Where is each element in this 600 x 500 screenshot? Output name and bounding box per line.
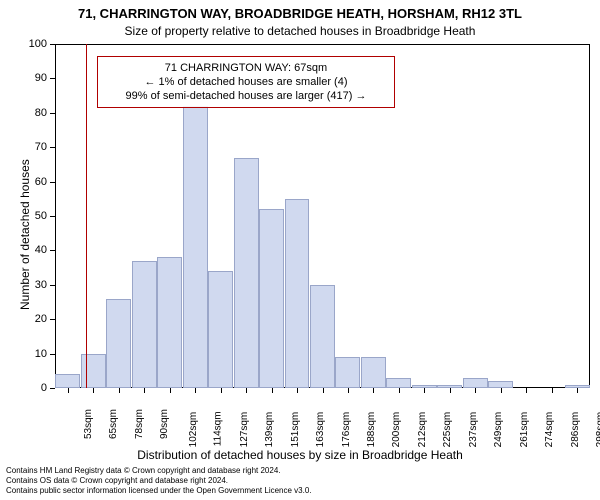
xtick-label: 212sqm [417,412,428,448]
histogram-bar [463,378,488,388]
histogram-bar [106,299,131,388]
xtick-label: 274sqm [544,412,555,448]
ytick-mark [50,113,55,114]
y-axis-label: Number of detached houses [18,159,32,310]
histogram-bar [361,357,386,388]
ytick-mark [50,354,55,355]
xtick-label: 225sqm [442,412,453,448]
ytick-mark [50,319,55,320]
xtick-mark [373,388,374,393]
annotation-line-3: 99% of semi-detached houses are larger (… [102,89,390,103]
xtick-mark [246,388,247,393]
xtick-mark [195,388,196,393]
xtick-mark [297,388,298,393]
xtick-label: 188sqm [366,412,377,448]
histogram-bar [157,257,182,388]
histogram-bar [335,357,360,388]
xtick-mark [272,388,273,393]
ytick-label: 10 [35,348,47,360]
ytick-label: 30 [35,279,47,291]
xtick-mark [119,388,120,393]
ytick-label: 0 [41,382,47,394]
xtick-mark [323,388,324,393]
histogram-bar [488,381,513,388]
annotation-line-2: ← 1% of detached houses are smaller (4) [102,75,390,89]
xtick-label: 114sqm [213,411,224,446]
chart-subtitle: Size of property relative to detached ho… [0,24,600,38]
xtick-label: 163sqm [315,412,326,448]
xtick-label: 90sqm [159,409,170,439]
ytick-label: 90 [35,72,47,84]
reference-line [86,44,87,388]
xtick-label: 53sqm [83,409,94,439]
xtick-label: 102sqm [187,412,198,448]
xtick-label: 127sqm [238,412,249,448]
histogram-bar [55,374,80,388]
xtick-label: 176sqm [340,412,351,448]
xtick-mark [526,388,527,393]
xtick-label: 151sqm [289,412,300,448]
ytick-mark [50,388,55,389]
annotation-line-1: 71 CHARRINGTON WAY: 67sqm [102,61,390,75]
xtick-mark [501,388,502,393]
xtick-mark [577,388,578,393]
histogram-bar [285,199,310,388]
xtick-mark [348,388,349,393]
ytick-mark [50,78,55,79]
histogram-bar [310,285,335,388]
ytick-mark [50,216,55,217]
ytick-mark [50,147,55,148]
footer-line-2: Contains OS data © Crown copyright and d… [6,476,312,486]
xtick-label: 200sqm [391,412,402,448]
ytick-label: 70 [35,141,47,153]
histogram-bar [81,354,106,388]
ytick-label: 50 [35,210,47,222]
ytick-mark [50,44,55,45]
ytick-mark [50,285,55,286]
xtick-mark [552,388,553,393]
ytick-mark [50,250,55,251]
xtick-label: 261sqm [519,412,530,448]
plot-area: 010203040506070809010053sqm65sqm78sqm90s… [55,44,590,388]
histogram-bar [386,378,411,388]
xtick-mark [93,388,94,393]
ytick-label: 100 [29,38,47,50]
footer-line-3: Contains public sector information licen… [6,486,312,496]
xtick-mark [144,388,145,393]
ytick-label: 80 [35,107,47,119]
histogram-bar [132,261,157,388]
chart-container: 71, CHARRINGTON WAY, BROADBRIDGE HEATH, … [0,0,600,500]
xtick-label: 286sqm [570,412,581,448]
footer-attribution: Contains HM Land Registry data © Crown c… [6,466,312,496]
ytick-label: 40 [35,244,47,256]
xtick-label: 298sqm [595,412,600,448]
histogram-bar [208,271,233,388]
histogram-bar [183,106,208,388]
annotation-box: 71 CHARRINGTON WAY: 67sqm ← 1% of detach… [97,56,395,108]
xtick-mark [221,388,222,393]
ytick-mark [50,182,55,183]
xtick-label: 237sqm [468,412,479,448]
histogram-bar [234,158,259,388]
xtick-mark [424,388,425,393]
xtick-label: 78sqm [134,409,145,439]
histogram-bar [259,209,284,388]
ytick-label: 60 [35,176,47,188]
xtick-label: 249sqm [493,412,504,448]
xtick-mark [399,388,400,393]
xtick-mark [170,388,171,393]
xtick-label: 65sqm [108,409,119,439]
xtick-mark [475,388,476,393]
footer-line-1: Contains HM Land Registry data © Crown c… [6,466,312,476]
x-axis-label: Distribution of detached houses by size … [0,448,600,462]
xtick-mark [68,388,69,393]
xtick-mark [450,388,451,393]
xtick-label: 139sqm [264,412,275,448]
chart-title: 71, CHARRINGTON WAY, BROADBRIDGE HEATH, … [0,6,600,21]
ytick-label: 20 [35,313,47,325]
